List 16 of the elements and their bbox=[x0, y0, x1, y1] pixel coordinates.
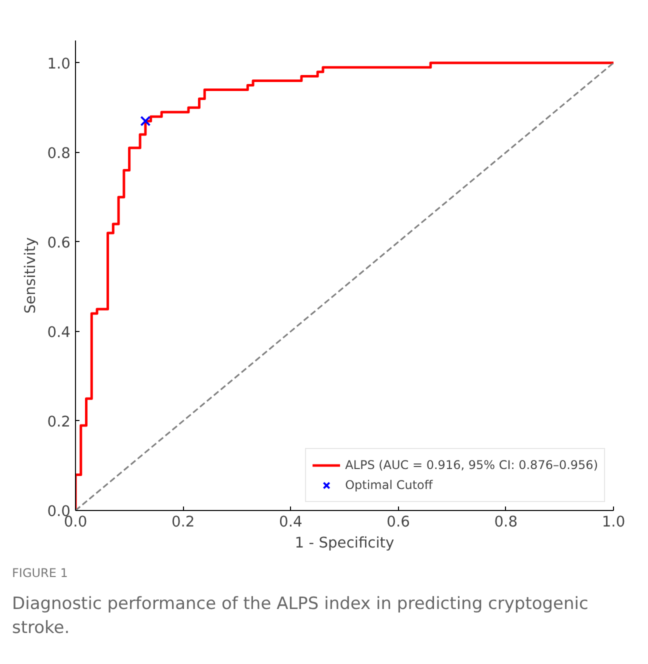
x-tick-label: 1.0 bbox=[602, 514, 626, 530]
y-tick-label: 0.6 bbox=[47, 234, 71, 252]
legend-label: Optimal Cutoff bbox=[345, 478, 433, 492]
x-tick-label: 0.4 bbox=[279, 514, 302, 530]
x-axis-title: 1 - Specificity bbox=[294, 534, 395, 552]
y-tick-label: 0.8 bbox=[47, 144, 71, 162]
y-tick-label: 1.0 bbox=[47, 55, 71, 72]
x-tick-label: 0.2 bbox=[171, 514, 195, 530]
caption: FIGURE 1 bbox=[12, 565, 68, 582]
x-tick-label: 0.6 bbox=[386, 514, 410, 530]
text: Diagnostic performance of the ALPS index in predicting cryptogenic stroke. bbox=[12, 593, 590, 640]
y-tick-label: 0.2 bbox=[47, 413, 71, 430]
y-tick-label: 0.4 bbox=[47, 324, 71, 341]
legend-label: ALPS (AUC = 0.916, 95% CI: 0.876–0.956) bbox=[345, 458, 598, 472]
y-axis-title: Sensitivity bbox=[22, 237, 40, 314]
x-tick-label: 0.8 bbox=[494, 514, 518, 530]
